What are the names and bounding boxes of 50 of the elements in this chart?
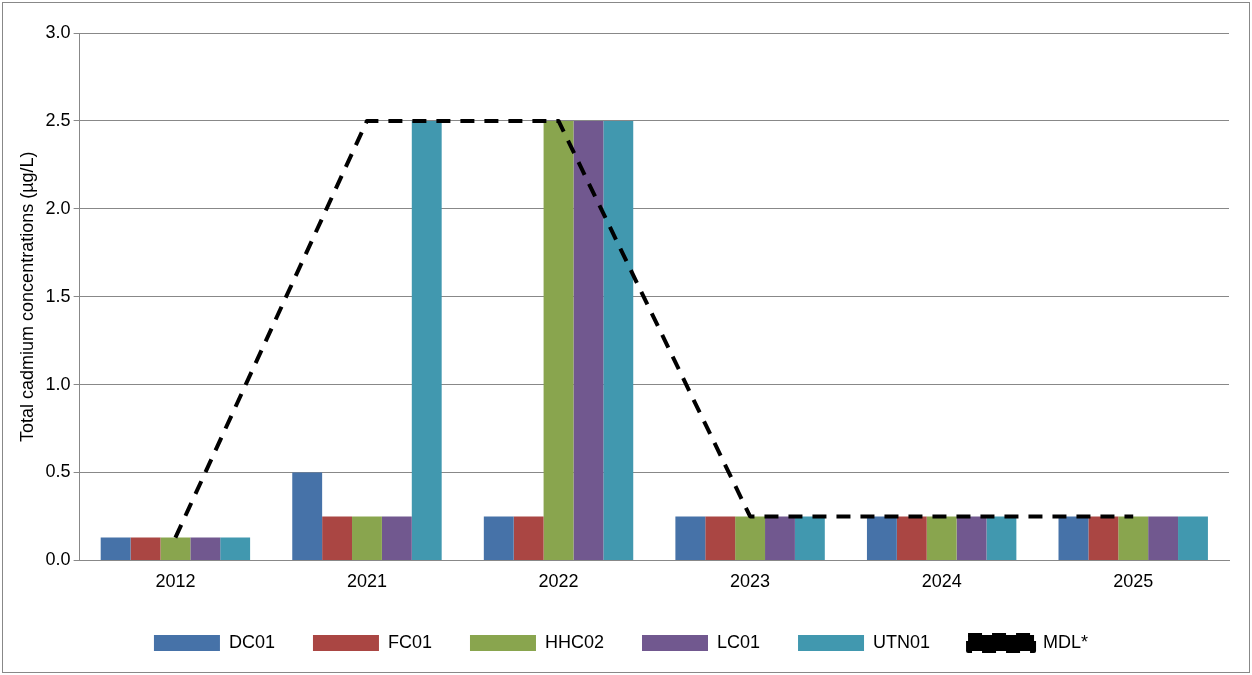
x-tick-label: 2024 bbox=[921, 571, 962, 592]
bar bbox=[1178, 516, 1208, 560]
bar bbox=[705, 516, 736, 560]
bar bbox=[381, 516, 412, 560]
bar bbox=[322, 516, 353, 560]
y-tick-label: 2.0 bbox=[45, 197, 71, 218]
bar bbox=[675, 516, 706, 560]
y-tick-label: 3.0 bbox=[45, 21, 71, 42]
bar bbox=[573, 120, 604, 560]
bar bbox=[100, 537, 131, 560]
bar bbox=[986, 516, 1017, 560]
y-tick-label: 0.5 bbox=[45, 461, 71, 482]
x-tick-label: 2025 bbox=[1113, 571, 1154, 592]
bar bbox=[926, 516, 957, 560]
y-tick-label: 1.0 bbox=[45, 373, 71, 394]
y-tick-label: 0.0 bbox=[45, 549, 71, 570]
bar bbox=[543, 120, 574, 560]
bar bbox=[956, 516, 987, 560]
x-tick-label: 2023 bbox=[730, 571, 771, 592]
bar bbox=[411, 120, 442, 560]
bar bbox=[352, 516, 382, 560]
y-tick-label: 1.5 bbox=[45, 285, 71, 306]
bar bbox=[735, 516, 766, 560]
bar bbox=[896, 516, 927, 560]
bar bbox=[794, 516, 825, 560]
legend-label: DC01 bbox=[228, 631, 275, 652]
y-axis-title: Total cadmium concentrations (µg/L) bbox=[16, 151, 37, 442]
x-tick-label: 2021 bbox=[346, 571, 387, 592]
bar bbox=[130, 537, 161, 560]
bar bbox=[483, 516, 514, 560]
legend-label: HHC02 bbox=[544, 631, 605, 652]
legend-label: MDL* bbox=[1043, 631, 1089, 652]
bar bbox=[1118, 516, 1149, 560]
bar bbox=[220, 537, 251, 560]
bar bbox=[1088, 516, 1119, 560]
x-tick-label: 2012 bbox=[155, 571, 196, 592]
x-tick-label: 2022 bbox=[538, 571, 579, 592]
bar bbox=[1148, 516, 1179, 560]
bar bbox=[765, 516, 795, 560]
y-tick-label: 2.5 bbox=[45, 109, 71, 130]
bar bbox=[292, 472, 323, 560]
bar bbox=[603, 120, 634, 560]
legend-label: LC01 bbox=[717, 631, 761, 652]
bar bbox=[190, 537, 221, 560]
legend-label: UTN01 bbox=[873, 631, 931, 652]
legend-label: FC01 bbox=[387, 631, 432, 652]
bar bbox=[866, 516, 897, 560]
bar bbox=[513, 516, 544, 560]
bar bbox=[160, 537, 191, 560]
bar bbox=[1058, 516, 1089, 560]
